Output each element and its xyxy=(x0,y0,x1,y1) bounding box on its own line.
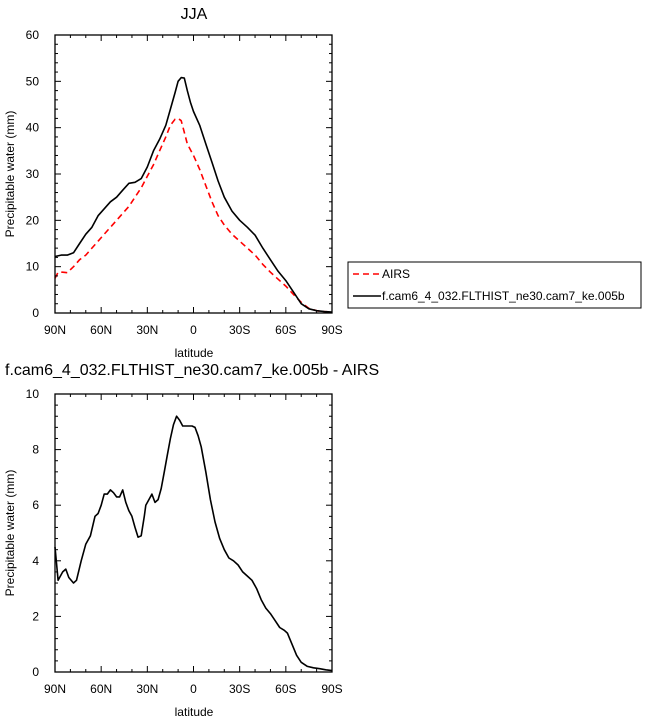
chart0-xtick-label: 60S xyxy=(275,323,296,337)
chart1-ytick-label: 8 xyxy=(32,443,39,457)
chart0-ytick-label: 50 xyxy=(26,74,40,88)
top-panel: JJA 90N 60N 30N 0 30S 60S 90S 0 10 20 30 40 50 60 lat… xyxy=(3,6,343,360)
top-plot-frame xyxy=(54,34,333,314)
legend-model-label: f.cam6_4_032.FLTHIST_ne30.cam7_ke.005b xyxy=(382,289,625,303)
chart0-xtick-label: 60N xyxy=(90,323,112,337)
bottom-x-axis-label: latitude xyxy=(175,705,214,719)
chart1-xtick-label: 0 xyxy=(190,682,197,696)
legend-box xyxy=(347,261,642,309)
chart0-xtick-label: 30N xyxy=(136,323,158,337)
chart1-xtick-label: 90N xyxy=(44,682,66,696)
chart1-xtick-label: 30N xyxy=(136,682,158,696)
chart1-ytick-label: 6 xyxy=(32,498,39,512)
chart1-series-0-line xyxy=(54,415,333,672)
chart0-ytick-label: 30 xyxy=(26,167,40,181)
chart1-xtick-label: 90S xyxy=(321,682,342,696)
chart1-ytick-label: 10 xyxy=(26,387,40,401)
legend-airs-label: AIRS xyxy=(382,267,410,281)
chart0-ytick-label: 10 xyxy=(26,260,40,274)
chart1-xtick-label: 60S xyxy=(275,682,296,696)
chart1-ytick-label: 4 xyxy=(32,554,39,568)
top-y-axis-label: Precipitable water (mm) xyxy=(3,111,17,238)
chart0-ytick-label: 0 xyxy=(32,306,39,320)
top-x-axis-label: latitude xyxy=(175,346,214,360)
chart0-xtick-label: 30S xyxy=(229,323,250,337)
top-chart-curves xyxy=(54,76,333,313)
chart0-xtick-label: 90S xyxy=(321,323,342,337)
chart0-xtick-label: 90N xyxy=(44,323,66,337)
top-chart-title: JJA xyxy=(181,6,208,23)
chart0-series-1-line xyxy=(54,76,333,313)
bottom-plot-frame xyxy=(54,393,333,673)
chart1-xtick-label: 60N xyxy=(90,682,112,696)
chart1-ytick-label: 2 xyxy=(32,609,39,623)
legend: AIRS f.cam6_4_032.FLTHIST_ne30.cam7_ke.0… xyxy=(347,261,642,309)
bottom-chart-title: f.cam6_4_032.FLTHIST_ne30.cam7_ke.005b -… xyxy=(5,362,379,379)
bottom-chart-ticks: 90N 60N 30N 0 30S 60S 90S 0 2 4 6 8 10 xyxy=(26,387,343,696)
chart0-xtick-label: 0 xyxy=(190,323,197,337)
chart1-xtick-label: 30S xyxy=(229,682,250,696)
chart0-ytick-label: 60 xyxy=(26,28,40,42)
chart0-series-0-line xyxy=(54,117,333,313)
top-chart-ticks: 90N 60N 30N 0 30S 60S 90S 0 10 20 30 40 50 60 xyxy=(26,28,343,337)
bottom-panel: f.cam6_4_032.FLTHIST_ne30.cam7_ke.005b -… xyxy=(3,362,379,719)
chart1-ytick-label: 0 xyxy=(32,665,39,679)
bottom-chart-curves xyxy=(54,415,333,672)
chart0-ytick-label: 20 xyxy=(26,213,40,227)
chart0-ytick-label: 40 xyxy=(26,121,40,135)
bottom-y-axis-label: Precipitable water (mm) xyxy=(3,470,17,597)
